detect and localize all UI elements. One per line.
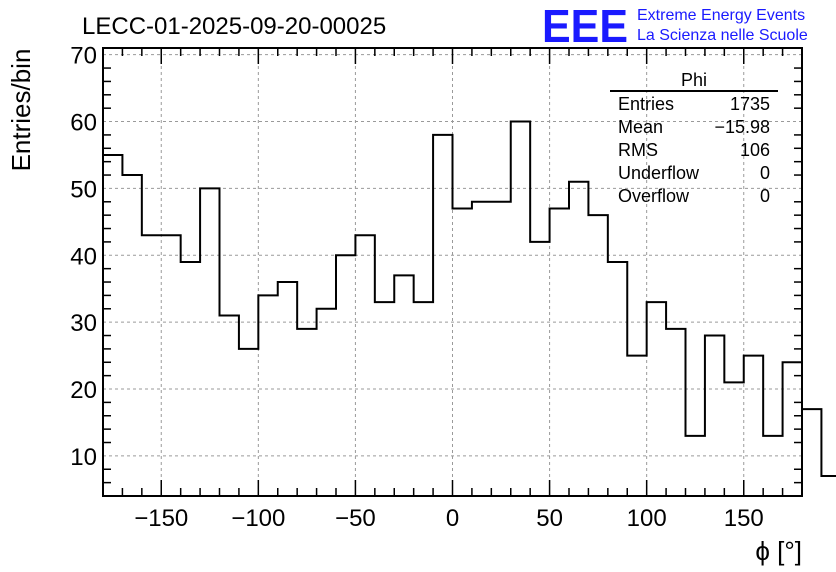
stats-row-label: Overflow <box>618 186 690 206</box>
y-tick-label: 10 <box>70 444 97 471</box>
logo-line-1: Extreme Energy Events <box>637 7 805 24</box>
x-tick-label: −50 <box>335 505 376 532</box>
y-tick-label: 40 <box>70 243 97 270</box>
y-axis-title: Entries/bin <box>6 49 36 172</box>
x-tick-label: 100 <box>627 505 667 532</box>
stats-row-value: 1735 <box>730 94 770 114</box>
stats-row-value: 0 <box>760 186 770 206</box>
stats-row-label: Entries <box>618 94 674 114</box>
y-tick-label: 50 <box>70 176 97 203</box>
y-tick-label: 70 <box>70 43 97 70</box>
chart-title: LECC-01-2025-09-20-00025 <box>82 13 386 40</box>
stats-box: Phi Entries 1735 Mean −15.98 RMS 106 Underflow… <box>610 70 778 206</box>
stats-row-label: Underflow <box>618 163 700 183</box>
x-axis-tick-labels: −150 −100 −50 0 50 100 150 <box>134 505 764 532</box>
histogram-series <box>103 120 836 477</box>
x-axis-title: ϕ [°] <box>755 536 802 566</box>
eee-logo: EEE Extreme Energy Events La Scienza nel… <box>542 0 808 52</box>
y-tick-label: 30 <box>70 310 97 337</box>
grid <box>103 48 802 496</box>
stats-row-value: 106 <box>740 140 770 160</box>
x-tick-label: −150 <box>134 505 188 532</box>
y-tick-label: 60 <box>70 110 97 137</box>
y-axis-tick-labels: 10 20 30 40 50 60 70 <box>70 43 97 471</box>
axis-ticks <box>102 48 803 496</box>
stats-row-value: 0 <box>760 163 770 183</box>
logo-mark: EEE <box>542 0 628 52</box>
stats-row-label: RMS <box>618 140 658 160</box>
logo-line-2: La Scienza nelle Scuole <box>637 27 808 44</box>
stats-title: Phi <box>681 70 707 90</box>
x-tick-label: 0 <box>446 505 459 532</box>
x-tick-label: −100 <box>231 505 285 532</box>
x-tick-label: 50 <box>536 505 563 532</box>
x-tick-label: 150 <box>724 505 764 532</box>
stats-row-value: −15.98 <box>714 117 770 137</box>
stats-rows: Entries 1735 Mean −15.98 RMS 106 Underflow 0 Ove… <box>618 94 770 206</box>
y-tick-label: 20 <box>70 377 97 404</box>
stats-row-label: Mean <box>618 117 663 137</box>
